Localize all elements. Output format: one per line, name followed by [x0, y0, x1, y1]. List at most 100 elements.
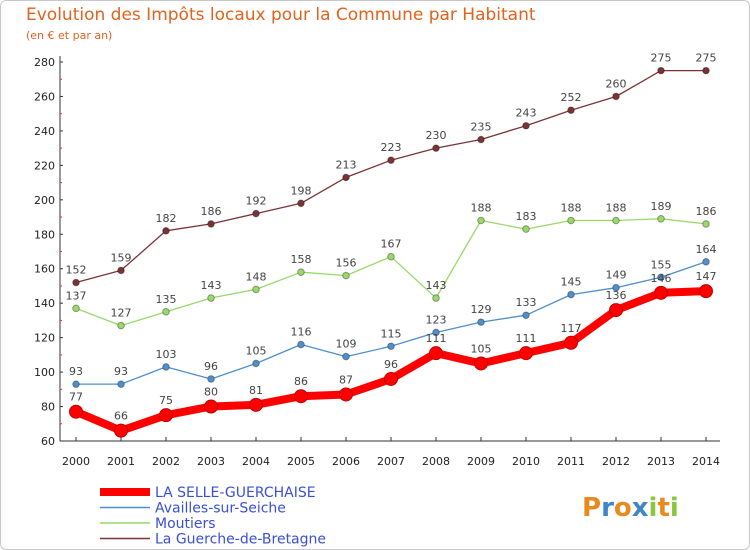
data-label: 230: [426, 129, 447, 142]
data-label: 129: [471, 303, 492, 316]
data-point: [477, 135, 485, 144]
data-point: [474, 356, 488, 371]
logo-letter: t: [657, 493, 669, 523]
data-point: [612, 283, 620, 292]
data-point: [297, 340, 305, 349]
data-point: [429, 346, 443, 361]
y-tick-label: 80: [41, 401, 55, 414]
data-point: [72, 304, 80, 313]
logo-letter: i: [649, 493, 658, 523]
data-label: 66: [114, 410, 128, 423]
x-tick-label: 2003: [197, 455, 225, 468]
data-label: 81: [249, 384, 263, 397]
data-label: 158: [291, 253, 312, 266]
data-point: [477, 216, 485, 225]
data-point: [117, 380, 125, 388]
data-label: 188: [606, 201, 627, 214]
data-label: 116: [291, 326, 312, 339]
data-label: 235: [471, 121, 492, 134]
data-label: 198: [291, 184, 312, 197]
data-label: 252: [561, 91, 582, 104]
data-point: [342, 173, 350, 182]
data-point: [252, 209, 260, 218]
data-label: 186: [696, 205, 717, 218]
data-point: [384, 371, 398, 386]
data-label: 146: [651, 272, 672, 285]
data-label: 133: [516, 296, 537, 309]
data-label: 111: [516, 332, 537, 345]
legend-label: La Guerche-de-Bretagne: [155, 532, 326, 548]
data-point: [657, 66, 665, 75]
data-point: [522, 121, 530, 130]
x-tick-label: 2006: [332, 455, 360, 468]
data-point: [612, 216, 620, 225]
y-tick-label: 100: [34, 366, 55, 379]
x-tick-label: 2010: [512, 455, 540, 468]
data-label: 243: [516, 107, 537, 120]
data-point: [654, 285, 668, 300]
y-tick-label: 240: [34, 125, 55, 138]
data-point: [339, 387, 353, 402]
data-point: [387, 252, 395, 261]
data-label: 148: [246, 270, 267, 283]
data-label: 96: [384, 358, 398, 371]
series-1: [72, 258, 710, 388]
data-point: [297, 268, 305, 276]
logo-letter: i: [670, 493, 679, 523]
data-label: 96: [204, 360, 218, 373]
data-point: [432, 328, 440, 337]
data-point: [162, 227, 170, 235]
data-point: [207, 375, 215, 383]
logo-letter: x: [632, 493, 649, 523]
data-label: 192: [246, 195, 267, 208]
data-label: 111: [426, 332, 447, 345]
data-point: [117, 321, 125, 330]
data-label: 275: [651, 52, 672, 65]
x-tick-label: 2014: [692, 455, 720, 468]
y-tick-label: 180: [34, 228, 55, 241]
data-point: [432, 294, 440, 302]
x-tick-label: 2013: [647, 455, 675, 468]
data-label: 183: [516, 210, 537, 223]
data-point: [207, 220, 215, 228]
data-label: 167: [381, 238, 402, 251]
series-0: [69, 284, 713, 438]
data-point: [342, 271, 350, 280]
x-tick-label: 2001: [107, 455, 135, 468]
data-point: [72, 380, 80, 388]
data-label: 213: [336, 158, 357, 171]
data-point: [249, 397, 263, 412]
data-label: 103: [156, 348, 177, 361]
data-point: [657, 214, 665, 223]
data-label: 223: [381, 141, 402, 154]
data-label: 186: [201, 205, 222, 218]
data-point: [702, 66, 710, 75]
series-3: [72, 66, 710, 287]
data-label: 145: [561, 276, 582, 289]
x-tick-label: 2008: [422, 455, 450, 468]
data-point: [477, 318, 485, 326]
data-label: 93: [69, 365, 83, 378]
data-label: 77: [69, 391, 83, 404]
data-point: [564, 335, 578, 350]
x-tick-label: 2005: [287, 455, 315, 468]
logo-letter: o: [614, 493, 632, 523]
data-point: [567, 106, 575, 115]
data-point: [522, 225, 530, 233]
x-tick-label: 2000: [62, 455, 90, 468]
data-label: 86: [294, 375, 308, 388]
logo-letter: r: [601, 493, 614, 523]
data-label: 137: [66, 289, 87, 302]
y-tick-label: 140: [34, 297, 55, 310]
data-point: [204, 399, 218, 414]
data-label: 275: [696, 52, 717, 65]
y-tick-label: 280: [34, 56, 55, 69]
legend: LA SELLE-GUERCHAISEAvailles-sur-SeicheMo…: [100, 485, 326, 548]
data-point: [159, 408, 173, 423]
x-tick-label: 2011: [557, 455, 585, 468]
data-point: [432, 144, 440, 152]
data-point: [612, 92, 620, 101]
logo-letter: P: [582, 493, 601, 523]
axes: 60 80 100 120 140 160 180 200 220 240 260 280 2000 20…: [34, 56, 720, 468]
proxiti-logo: Proxiti: [582, 493, 679, 523]
